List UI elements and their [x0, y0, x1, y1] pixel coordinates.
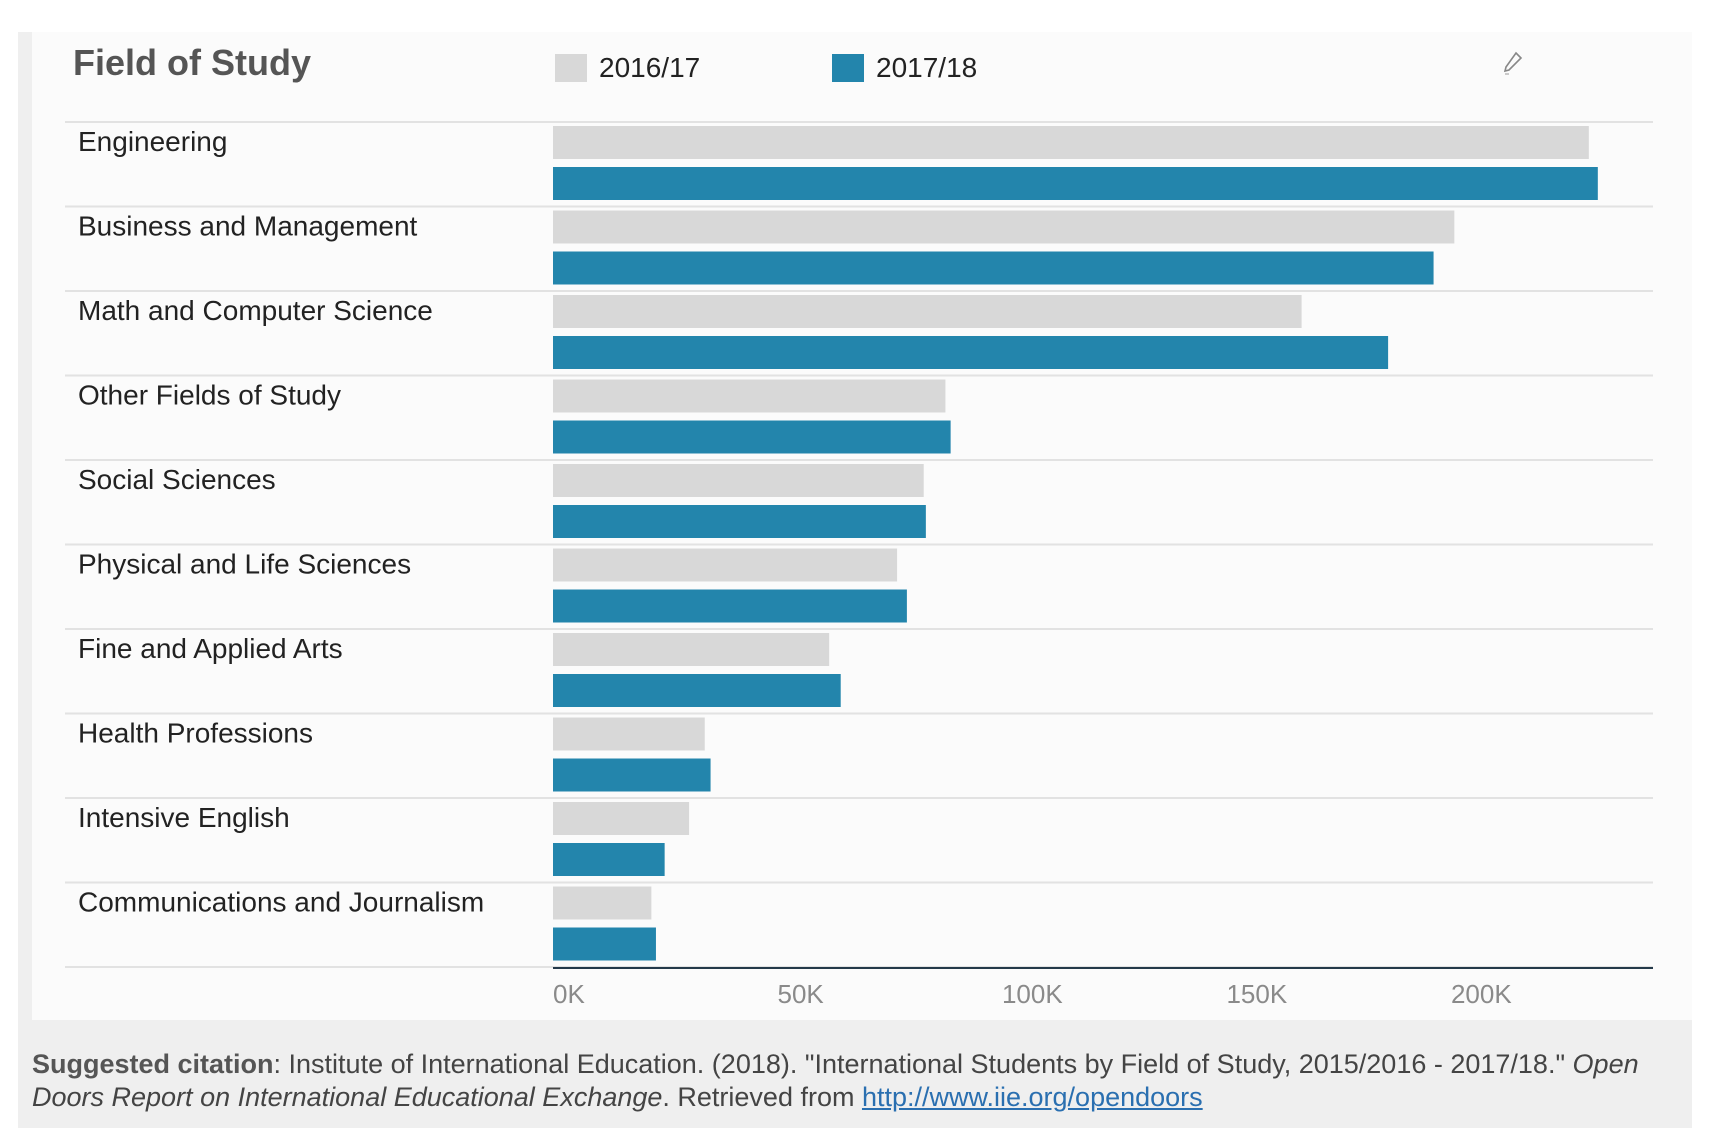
x-tick-label: 150K [1226, 979, 1287, 1009]
bar-2017-18 [553, 843, 665, 876]
citation-text-1: : Institute of International Education. … [274, 1049, 1573, 1079]
category-label: Intensive English [78, 802, 290, 833]
category-label: Engineering [78, 126, 227, 157]
category-label: Physical and Life Sciences [78, 549, 411, 580]
category-label: Other Fields of Study [78, 380, 341, 411]
x-tick-label: 200K [1451, 979, 1512, 1009]
bar-2017-18 [553, 336, 1388, 369]
citation: Suggested citation: Institute of Interna… [32, 1048, 1682, 1114]
bar-2017-18 [553, 590, 907, 623]
category-label: Communications and Journalism [78, 887, 484, 918]
bar-2017-18 [553, 252, 1434, 285]
category-label: Business and Management [78, 211, 418, 242]
citation-link[interactable]: http://www.iie.org/opendoors [862, 1082, 1203, 1112]
bar-chart: Engineering Business and Management Math a… [0, 0, 1710, 1032]
bar-2016-17 [553, 295, 1302, 328]
bar-2016-17 [553, 887, 651, 920]
bar-2016-17 [553, 549, 897, 582]
bar-2017-18 [553, 421, 951, 454]
bar-2017-18 [553, 928, 656, 961]
bar-2016-17 [553, 718, 705, 751]
category-label: Health Professions [78, 718, 313, 749]
citation-label: Suggested citation [32, 1049, 274, 1079]
category-label: Math and Computer Science [78, 295, 433, 326]
citation-text-2: . Retrieved from [662, 1082, 862, 1112]
x-tick-label: 50K [777, 979, 824, 1009]
bar-2016-17 [553, 464, 924, 497]
x-tick-label: 0K [553, 979, 585, 1009]
bar-2017-18 [553, 759, 711, 792]
category-label: Fine and Applied Arts [78, 633, 343, 664]
bar-2016-17 [553, 380, 945, 413]
category-label: Social Sciences [78, 464, 276, 495]
bar-2017-18 [553, 505, 926, 538]
bar-2016-17 [553, 633, 829, 666]
x-tick-label: 100K [1002, 979, 1063, 1009]
bar-2016-17 [553, 211, 1454, 244]
bar-2017-18 [553, 167, 1598, 200]
bar-2017-18 [553, 674, 841, 707]
bar-2016-17 [553, 802, 689, 835]
bar-2016-17 [553, 126, 1589, 159]
